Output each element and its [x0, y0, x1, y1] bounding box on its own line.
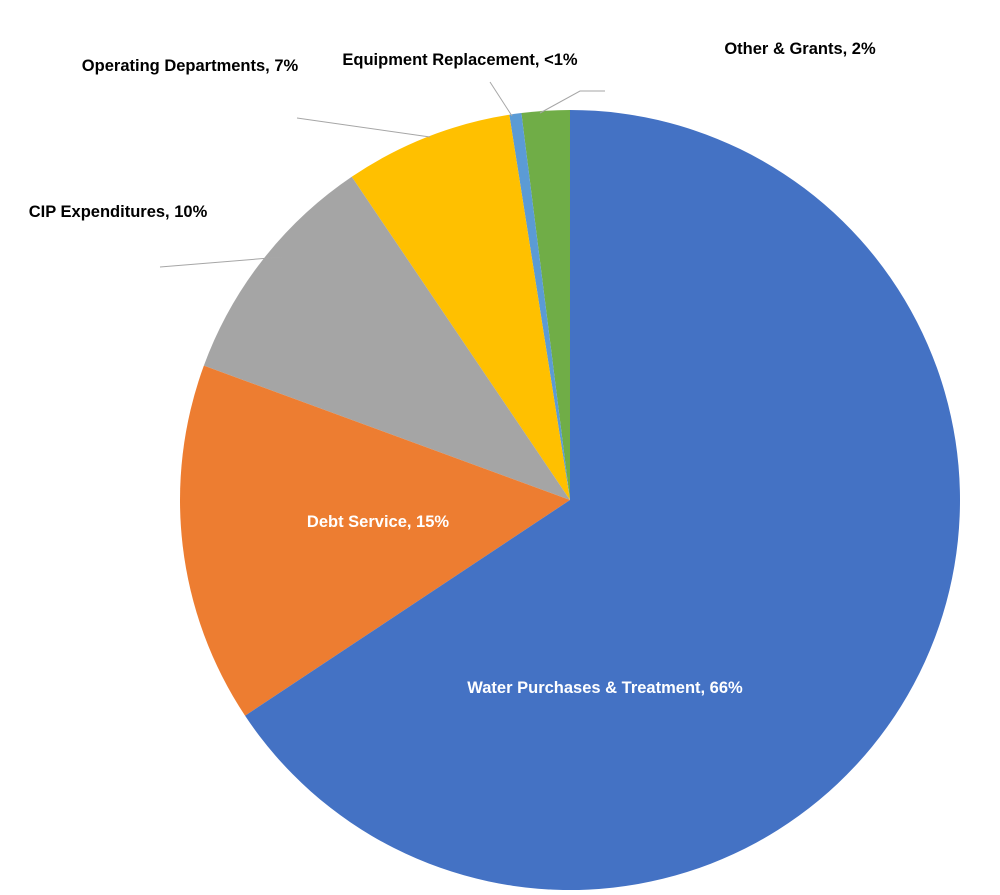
leader-line [296, 117, 431, 138]
pie-slice [351, 114, 570, 500]
leader-line [159, 256, 283, 268]
pie-slice [203, 176, 570, 501]
data-label: Equipment Replacement, <1% [342, 51, 578, 69]
data-label: Debt Service, 15% [306, 513, 450, 531]
pie-slice [521, 110, 570, 500]
pie-slice [245, 110, 960, 891]
pie-slice [180, 365, 571, 716]
data-label: Water Purchases & Treatment, 66% [467, 679, 743, 697]
leader-line [539, 90, 605, 114]
leader-line [489, 81, 513, 117]
data-label: Other & Grants, 2% [724, 40, 876, 58]
pie-slice [509, 113, 570, 500]
data-label: CIP Expenditures, 10% [28, 203, 208, 221]
data-label: Operating Departments, 7% [81, 57, 299, 75]
